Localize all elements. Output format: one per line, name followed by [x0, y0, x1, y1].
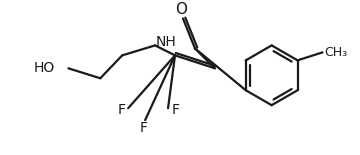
Text: O: O — [175, 2, 187, 17]
Text: NH: NH — [156, 35, 177, 49]
Text: F: F — [139, 121, 147, 135]
Text: F: F — [172, 103, 180, 117]
Text: CH₃: CH₃ — [324, 46, 347, 59]
Text: F: F — [117, 103, 125, 117]
Text: HO: HO — [33, 61, 54, 75]
